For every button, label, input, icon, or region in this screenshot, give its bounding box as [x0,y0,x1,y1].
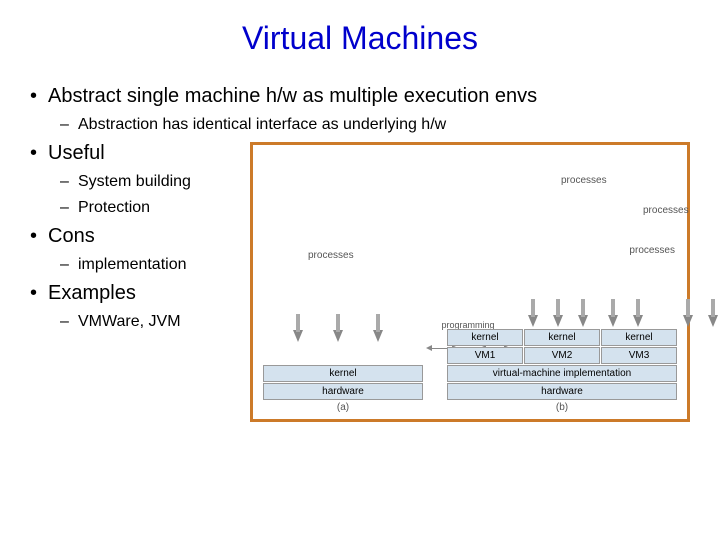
arrow-icon [708,315,718,327]
bullet-system-building: System building [30,173,240,191]
arrow-icon [633,315,643,327]
processes-label-b3: processes [629,245,675,256]
arrow-icon [373,330,383,342]
arrow-icon [553,315,563,327]
layer-vm3: VM3 [601,347,677,364]
arrow-icon [578,315,588,327]
processes-label-b1: processes [561,175,607,186]
arrow-icon [293,330,303,342]
arrow-icon [608,315,618,327]
slide-title: Virtual Machines [30,20,690,57]
bullet-examples: Examples [30,282,240,305]
bullet-implementation: implementation [30,256,240,274]
layer-hardware-a: hardware [263,383,423,400]
bullet-protection: Protection [30,199,240,217]
processes-label-b2: processes [643,205,689,216]
arrow-icon [528,315,538,327]
bullet-list: Abstract single machine h/w as multiple … [30,85,690,134]
arrow-icon [683,315,693,327]
layer-vm-impl: virtual-machine implementation [447,365,677,382]
bullet-abstraction-iface: Abstraction has identical interface as u… [30,116,690,134]
arrow-icon [333,330,343,342]
content-row: Useful System building Protection Cons i… [30,142,690,422]
bullet-vmware-jvm: VMWare, JVM [30,313,240,331]
left-column: Useful System building Protection Cons i… [30,142,240,339]
slide: Virtual Machines Abstract single machine… [0,0,720,540]
caption-b: (b) [447,402,677,413]
processes-label-a: processes [308,250,354,261]
vm-diagram: processes kernel hardware (a) programmin… [250,142,690,422]
caption-a: (a) [263,402,423,413]
layer-kernel-b2: kernel [524,329,600,346]
panel-b: kernel kernel kernel VM1 VM2 VM3 virtual… [447,328,677,413]
layer-vm1: VM1 [447,347,523,364]
bullet-cons: Cons [30,225,240,248]
layer-hardware-b: hardware [447,383,677,400]
layer-kernel-a: kernel [263,365,423,382]
layer-kernel-b1: kernel [447,329,523,346]
layer-kernel-b3: kernel [601,329,677,346]
bullet-useful: Useful [30,142,240,165]
layer-vm2: VM2 [524,347,600,364]
panel-a: kernel hardware (a) [263,364,423,413]
bullet-abstract: Abstract single machine h/w as multiple … [30,85,690,108]
